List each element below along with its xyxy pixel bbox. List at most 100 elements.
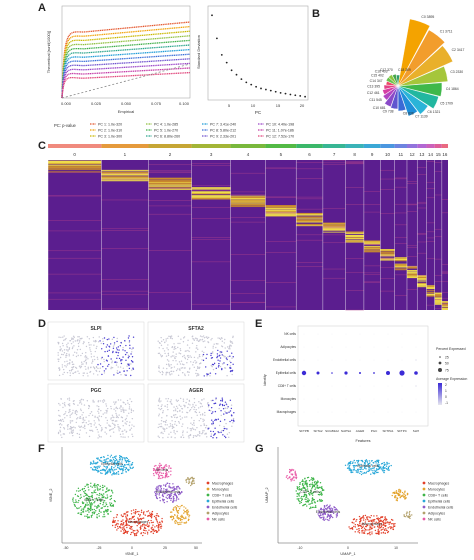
embedding-cell xyxy=(122,467,124,470)
embedding-cell xyxy=(125,471,127,473)
embedding-cell xyxy=(183,509,185,511)
embedding-cell xyxy=(117,463,120,465)
embedding-cell xyxy=(329,516,331,518)
feature-cell xyxy=(120,406,122,408)
embedding-cell xyxy=(158,466,160,469)
embedding-cell xyxy=(298,492,301,494)
embedding-cell xyxy=(408,513,411,516)
embedding-cell xyxy=(126,532,128,534)
feature-cell xyxy=(86,400,89,402)
feature-cell xyxy=(173,406,175,408)
feature-cell xyxy=(230,407,233,410)
feature-cell xyxy=(159,425,161,428)
embedding-cell xyxy=(390,526,392,528)
embedding-cell xyxy=(188,480,190,483)
rose-wedge xyxy=(382,85,399,101)
feature-cell xyxy=(207,341,209,343)
dot-ylabel: Identity xyxy=(263,374,267,386)
embedding-cluster-label: Endothelial cells xyxy=(316,510,341,514)
embedding-cell xyxy=(174,492,176,495)
feature-cell xyxy=(84,365,86,368)
feature-cell xyxy=(170,335,173,337)
embedding-cell xyxy=(390,527,392,530)
embedding-cell xyxy=(103,512,105,514)
embedding-cell xyxy=(311,500,313,502)
embedding-cell xyxy=(174,521,176,523)
feature-cell xyxy=(124,374,126,376)
feature-cell xyxy=(165,371,168,374)
feature-cell xyxy=(98,415,100,417)
embedding-cell xyxy=(293,476,295,478)
embedding-cell xyxy=(156,521,158,523)
feature-cell xyxy=(199,406,202,408)
feature-cell xyxy=(97,358,99,360)
feature-cell xyxy=(105,417,107,419)
embedding-cell xyxy=(326,507,329,509)
feature-cell xyxy=(106,422,108,424)
feature-cell xyxy=(203,351,205,354)
embedding-cell xyxy=(358,468,360,470)
embedding-cell xyxy=(128,461,130,463)
embedding-cell xyxy=(132,516,134,518)
embedding-cell xyxy=(73,501,75,504)
embedding-cell xyxy=(124,513,127,515)
heatmap-noise xyxy=(434,275,442,276)
feature-cell xyxy=(218,407,220,410)
embedding-cell xyxy=(96,461,99,464)
embedding-cell xyxy=(336,515,338,517)
dot-row-label: Macrophages xyxy=(277,410,297,414)
feature-cell xyxy=(198,401,200,403)
feature-cell xyxy=(187,374,190,376)
embedding-cell xyxy=(176,504,178,507)
heatmap-marker-band xyxy=(406,274,418,276)
embedding-cell xyxy=(320,492,323,495)
embedding-cell xyxy=(112,504,115,506)
embedding-cell xyxy=(125,517,127,519)
feature-cell xyxy=(211,363,214,366)
feature-cell xyxy=(85,361,88,364)
embedding-cell xyxy=(117,473,120,475)
embedding-cell xyxy=(115,524,118,526)
feature-cell xyxy=(169,423,172,425)
embedding-cell xyxy=(148,529,150,531)
feature-cell xyxy=(166,406,169,408)
embedding-cell xyxy=(86,513,89,516)
rose-label: C2 3417 xyxy=(452,48,465,52)
heatmap-noise xyxy=(406,211,418,212)
embedding-cell xyxy=(110,489,113,492)
embedding-cell xyxy=(336,512,339,514)
embedding-cell xyxy=(403,514,405,516)
feature-cell xyxy=(111,360,113,362)
feature-cell xyxy=(170,367,172,369)
feature-cell xyxy=(196,434,199,436)
feature-cell xyxy=(215,346,217,349)
feature-cell xyxy=(120,374,122,376)
heatmap-noise xyxy=(296,162,323,163)
embedding-cell xyxy=(385,465,388,467)
feature-cell xyxy=(179,348,182,350)
heatmap-noise xyxy=(48,298,102,300)
heatmap-noise xyxy=(380,189,395,190)
feature-cell xyxy=(173,343,175,345)
elbow-ylabel: Standard Deviation xyxy=(196,35,201,69)
embedding-cell xyxy=(176,517,179,519)
embedding-cell xyxy=(91,492,93,494)
embedding-cell xyxy=(177,485,180,488)
heatmap-noise xyxy=(230,254,266,255)
embedding-cell xyxy=(390,523,393,525)
feature-cell xyxy=(106,350,109,353)
embedding-cell xyxy=(140,532,143,534)
embedding-cell xyxy=(318,516,321,518)
embedding-cell xyxy=(160,472,163,474)
embedding-cell xyxy=(358,529,360,532)
embedding-cell xyxy=(83,492,86,494)
heatmap-noise xyxy=(426,188,435,189)
dot-mark xyxy=(316,371,320,375)
feature-cell xyxy=(225,436,227,439)
heatmap-marker-band xyxy=(394,264,407,266)
embedding-cell xyxy=(83,495,85,498)
elbow-point xyxy=(279,91,282,94)
embedding-cell xyxy=(317,493,320,496)
heatmap-noise xyxy=(230,172,266,174)
feature-cell xyxy=(167,408,169,411)
